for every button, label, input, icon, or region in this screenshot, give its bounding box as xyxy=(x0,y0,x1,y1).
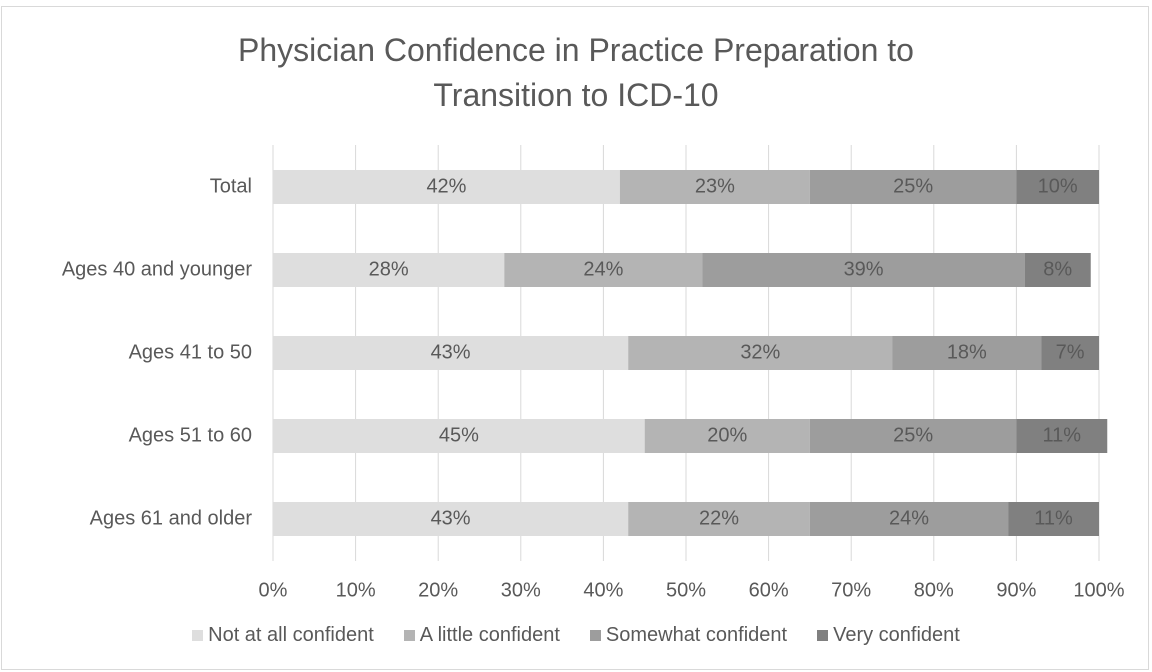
bar-segment xyxy=(809,170,1017,204)
data-label: 10% xyxy=(1038,175,1078,197)
x-tick-label: 30% xyxy=(501,579,541,601)
legend-item: A little confident xyxy=(403,624,560,647)
data-label: 24% xyxy=(889,507,929,529)
legend: Not at all confident A little confident So… xyxy=(0,624,1152,647)
legend-label: Somewhat confident xyxy=(605,624,788,646)
data-label: 43% xyxy=(431,341,471,363)
legend-label: A little confident xyxy=(419,624,560,646)
y-tick-label: Total xyxy=(210,175,252,197)
legend-item: Very confident xyxy=(817,624,960,647)
y-tick-label: Ages 51 to 60 xyxy=(129,424,252,446)
x-tick-label: 100% xyxy=(1073,579,1124,601)
data-label: 43% xyxy=(431,507,471,529)
x-tick-label: 0% xyxy=(259,579,288,601)
legend-swatch xyxy=(403,630,415,641)
data-label: 32% xyxy=(740,341,780,363)
chart-title: Physician Confidence in Practice Prepara… xyxy=(238,32,914,113)
data-label: 18% xyxy=(947,341,987,363)
data-label: 8% xyxy=(1043,258,1072,280)
bar-segment xyxy=(504,253,703,287)
legend-label: Very confident xyxy=(833,624,960,646)
bar-segment xyxy=(702,253,1025,287)
data-label: 22% xyxy=(699,507,739,529)
data-label: 25% xyxy=(893,175,933,197)
data-label: 24% xyxy=(583,258,623,280)
bar-segment xyxy=(1008,502,1099,536)
x-tick-label: 40% xyxy=(583,579,623,601)
bar-segment xyxy=(809,502,1009,536)
bar-segment xyxy=(628,502,810,536)
legend-item: Not at all confident xyxy=(192,624,374,647)
data-label: 20% xyxy=(707,424,747,446)
x-tick-label: 60% xyxy=(749,579,789,601)
bar-segment xyxy=(1016,419,1108,453)
legend-item: Somewhat confident xyxy=(589,624,788,647)
x-tick-label: 90% xyxy=(996,579,1036,601)
x-tick-label: 80% xyxy=(914,579,954,601)
x-tick-label: 20% xyxy=(418,579,458,601)
bar-segment xyxy=(273,170,620,204)
bar-segment xyxy=(1024,253,1091,287)
data-label: 25% xyxy=(893,424,933,446)
bar-segment xyxy=(628,336,893,370)
y-tick-label: Ages 40 and younger xyxy=(62,258,252,280)
bar-segment xyxy=(1041,336,1099,370)
bar-segment xyxy=(644,419,810,453)
data-label: 11% xyxy=(1043,424,1082,446)
bar-segment xyxy=(273,336,629,370)
data-label: 45% xyxy=(439,424,479,446)
y-tick-label: Ages 61 and older xyxy=(90,507,253,529)
bar-segment xyxy=(1016,170,1099,204)
data-label: 23% xyxy=(695,175,735,197)
data-label: 11% xyxy=(1034,507,1073,529)
legend-label: Not at all confident xyxy=(208,624,374,646)
bar-segment xyxy=(273,502,629,536)
bar-segment xyxy=(892,336,1042,370)
bar-segment xyxy=(273,419,645,453)
data-label: 7% xyxy=(1056,341,1085,363)
data-label: 42% xyxy=(426,175,466,197)
x-tick-label: 50% xyxy=(666,579,706,601)
bar-segment xyxy=(619,170,810,204)
legend-swatch xyxy=(817,630,829,641)
data-label: 39% xyxy=(844,258,884,280)
x-tick-label: 10% xyxy=(336,579,376,601)
y-tick-label: Ages 41 to 50 xyxy=(129,341,252,363)
legend-swatch xyxy=(589,630,601,641)
legend-swatch xyxy=(192,630,204,641)
data-label: 28% xyxy=(369,258,409,280)
bar-segment xyxy=(809,419,1017,453)
x-tick-label: 70% xyxy=(831,579,871,601)
bar-segment xyxy=(273,253,505,287)
chart-border xyxy=(1,6,1149,670)
